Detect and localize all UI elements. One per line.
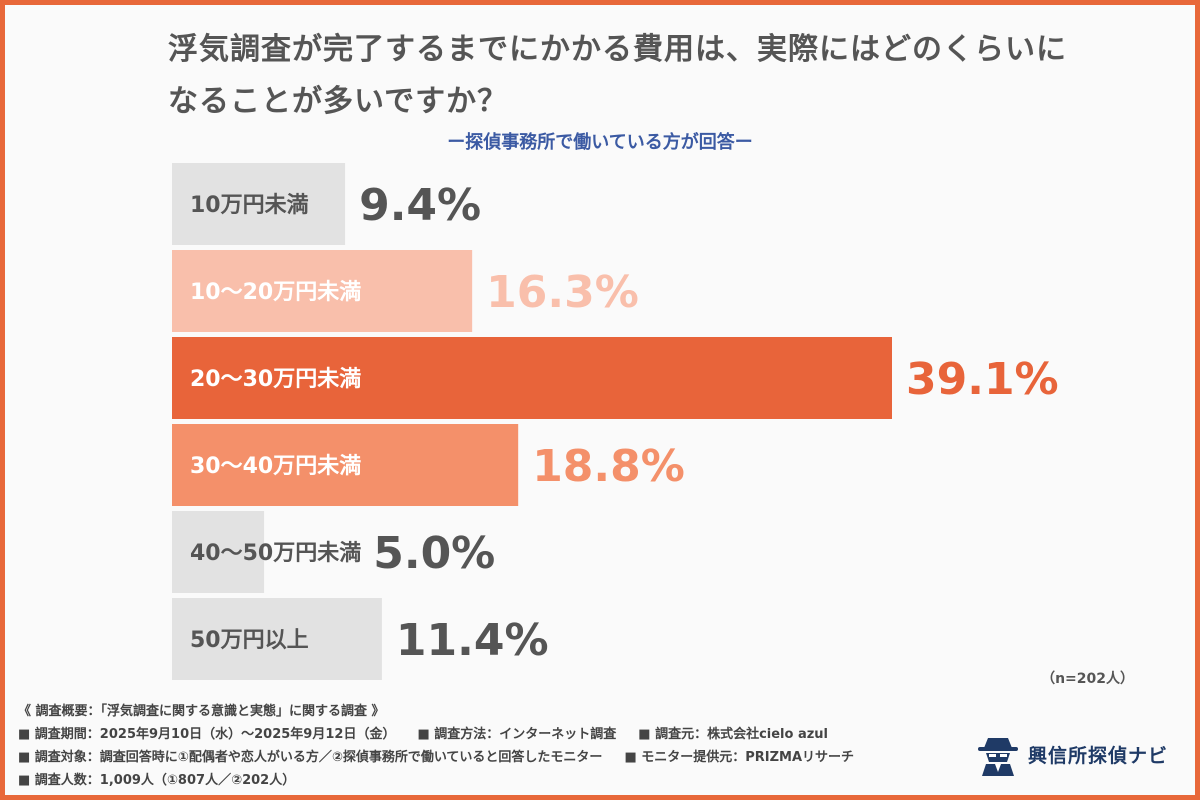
bar-5	[172, 598, 382, 680]
survey-count: ■ 調査人数：1,009人（①807人／②202人）	[18, 773, 296, 788]
chart-subtitle: ー探偵事務所で働いている方が回答ー	[447, 132, 753, 153]
bar-1	[172, 250, 473, 332]
bar-3	[172, 424, 519, 506]
category-label-0: 10万円未満	[190, 192, 309, 218]
value-label-1: 16.3%	[486, 267, 639, 318]
value-label-3: 18.8%	[532, 441, 685, 492]
survey-method: ■ 調査方法：インターネット調査	[417, 727, 617, 742]
footer-heading: 《 調査概要：「浮気調査に関する意識と実態」に関する調査 》	[18, 704, 385, 719]
footer-row-2: ■ 調査期間：2025年9月10日（水）〜2025年9月12日（金） ■ 調査方法…	[18, 723, 978, 746]
title-line-2: なることが多いですか？	[168, 84, 509, 119]
monitor-provider: ■ モニター提供元：PRIZMAリサーチ	[624, 750, 855, 765]
survey-source: ■ 調査元：株式会社cielo azul	[638, 727, 829, 742]
bar-0	[172, 163, 346, 245]
detective-icon	[978, 738, 1018, 776]
bar-4	[172, 511, 265, 593]
value-label-4: 5.0%	[373, 528, 495, 579]
category-label-3: 30〜40万円未満	[190, 453, 361, 479]
category-label-4: 40〜50万円未満	[190, 540, 361, 566]
footer-row-3: ■ 調査対象：調査回答時に①配偶者や恋人がいる方／②探偵事務所で働いていると回答…	[18, 746, 978, 769]
value-label-0: 9.4%	[359, 180, 481, 231]
logo-text: 興信所探偵ナビ	[1028, 744, 1169, 767]
survey-target: ■ 調査対象：調査回答時に①配偶者や恋人がいる方／②探偵事務所で働いていると回答…	[18, 750, 603, 765]
category-label-1: 10〜20万円未満	[190, 279, 361, 305]
chart-title: 浮気調査が完了するまでにかかる費用は、実際にはどのくらいに なることが多いですか…	[168, 24, 1068, 128]
survey-period: ■ 調査期間：2025年9月10日（水）〜2025年9月12日（金）	[18, 727, 396, 742]
title-line-1: 浮気調査が完了するまでにかかる費用は、実際にはどのくらいに	[168, 32, 1067, 67]
category-label-5: 50万円以上	[190, 628, 309, 653]
sample-size-note: （n=202人）	[1041, 671, 1134, 687]
survey-footer: 《 調査概要：「浮気調査に関する意識と実態」に関する調査 》 ■ 調査期間：20…	[18, 700, 978, 792]
bar-2	[172, 337, 892, 419]
brand-logo: 興信所探偵ナビ	[976, 732, 1168, 776]
value-label-2: 39.1%	[906, 354, 1059, 405]
value-label-5: 11.4%	[396, 615, 549, 666]
category-label-2: 20〜30万円未満	[190, 366, 361, 392]
